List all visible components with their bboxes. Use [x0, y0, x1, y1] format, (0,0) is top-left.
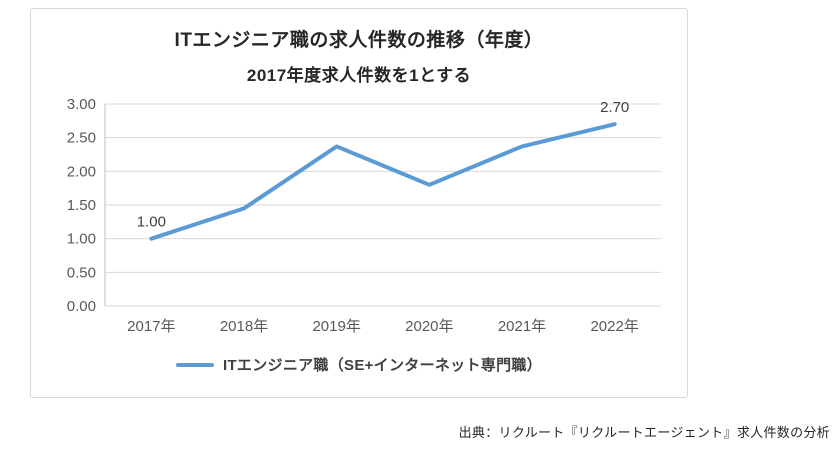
chart-title: ITエンジニア職の求人件数の推移（年度） [174, 30, 544, 51]
y-axis-label: 1.00 [67, 231, 96, 248]
x-axis-label: 2019年 [312, 318, 360, 335]
y-axis-label: 0.50 [67, 264, 96, 281]
y-axis-label: 2.50 [67, 130, 96, 147]
y-axis-label: 0.00 [67, 298, 96, 315]
line-chart: 0.00 0.50 1.00 1.50 2.00 2.50 3.00 2017年 2018年 20… [67, 96, 661, 335]
legend-label: ITエンジニア職（SE+インターネット専門職） [222, 357, 542, 374]
y-axis-label: 2.00 [67, 163, 96, 180]
data-line [149, 122, 617, 241]
x-axis-label: 2017年 [127, 318, 175, 335]
chart-subtitle: 2017年度求人件数を1とする [246, 66, 472, 85]
y-axis-label: 1.50 [67, 197, 96, 214]
x-axis-label: 2021年 [498, 318, 546, 335]
data-point-label: 1.00 [137, 214, 166, 231]
legend: ITエンジニア職（SE+インターネット専門職） [31, 354, 687, 375]
x-axis-label: 2018年 [220, 318, 268, 335]
x-axis-label: 2020年 [405, 318, 453, 335]
plot-area: 0.00 0.50 1.00 1.50 2.00 2.50 3.00 2017年 2018年 20… [31, 92, 687, 344]
chart-card: ITエンジニア職の求人件数の推移（年度） 2017年度求人件数を1とする 0.0… [30, 8, 688, 398]
legend-line-swatch [175, 362, 214, 367]
data-point-label: 2.70 [600, 99, 629, 116]
source-attribution: 出典：リクルート『リクルートエージェント』求人件数の分析 [458, 425, 830, 440]
y-axis-label: 3.00 [67, 96, 96, 113]
x-axis-label: 2022年 [590, 318, 638, 335]
